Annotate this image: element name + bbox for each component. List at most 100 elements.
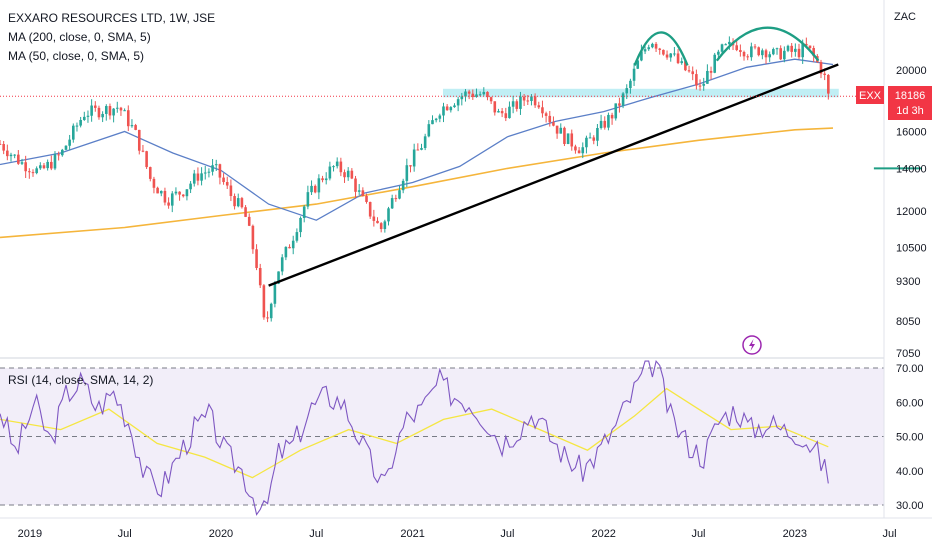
candle-body: [585, 137, 588, 148]
candle-24: [86, 110, 90, 123]
candle-body: [420, 148, 423, 150]
ma200-legend[interactable]: MA (200, close, 0, SMA, 5): [8, 30, 151, 44]
rsi-tick-4: 30.00: [896, 500, 924, 512]
ma50-legend[interactable]: MA (50, close, 0, SMA, 5): [8, 49, 144, 63]
candle-90: [328, 161, 332, 181]
rsi-legend[interactable]: RSI (14, close, SMA, 14, 2): [8, 373, 153, 387]
candle-134: [489, 96, 493, 105]
candle-body: [486, 91, 489, 98]
candle-180: [658, 47, 662, 55]
rsi-axis[interactable]: 70.00 60.00 50.00 40.00 30.00: [896, 363, 924, 512]
candle-166: [607, 112, 610, 131]
candle-body: [2, 144, 5, 151]
candle-body: [258, 268, 262, 286]
time-tick-1: Jul: [118, 528, 132, 540]
candle-body: [379, 223, 383, 230]
candle-body: [79, 119, 82, 126]
candle-body: [786, 45, 790, 51]
candle-162: [592, 135, 596, 145]
candle-35: [126, 105, 130, 132]
candle-191: [698, 79, 702, 91]
candle-84: [306, 185, 310, 210]
rsi-series[interactable]: [0, 360, 829, 516]
candle-body: [676, 53, 680, 64]
candle-body: [214, 164, 218, 166]
candle-170: [621, 91, 625, 109]
candle-74: [269, 302, 273, 322]
candle-66: [240, 196, 244, 209]
candle-body: [255, 249, 258, 269]
candle-body: [588, 137, 592, 139]
price-tick-5: 9300: [896, 276, 920, 288]
candle-169: [618, 97, 621, 113]
candle-body: [596, 128, 599, 141]
candle-body: [141, 150, 145, 152]
candle-body: [20, 162, 24, 164]
candle-17: [61, 148, 64, 157]
candle-body: [368, 201, 372, 217]
candle-body: [185, 189, 189, 197]
candle-body: [537, 105, 541, 108]
candle-132: [482, 87, 486, 96]
candle-body: [0, 143, 2, 145]
candle-body: [812, 48, 815, 57]
candle-86: [313, 184, 317, 194]
candle-113: [412, 143, 416, 172]
candle-body: [354, 178, 357, 192]
trendline: [268, 63, 839, 287]
price-tick-3: 12000: [896, 206, 927, 218]
candle-body: [130, 125, 134, 127]
lightning-icon[interactable]: [742, 335, 762, 355]
candle-body: [266, 317, 269, 319]
candle-171: [625, 84, 629, 100]
candle-body: [790, 45, 793, 52]
price-tick-1: 16000: [896, 127, 927, 139]
candle-188: [687, 65, 691, 73]
candle-body: [339, 161, 343, 173]
chart-title[interactable]: EXXARO RESOURCES LTD, 1W, JSE: [8, 11, 215, 25]
candle-body: [39, 165, 42, 169]
candle-122: [445, 104, 449, 111]
candle-8: [28, 168, 31, 179]
rsi-path: [0, 360, 829, 516]
candle-156: [570, 129, 574, 151]
candle-108: [394, 194, 398, 202]
candle-body: [148, 167, 152, 179]
candle-34: [123, 108, 126, 112]
candle-57: [207, 168, 211, 178]
candle-body: [247, 216, 251, 226]
candle-177: [647, 44, 651, 51]
candle-47: [170, 191, 174, 213]
time-axis[interactable]: 2019 Jul 2020 Jul 2021 Jul 2022 Jul 2023 Jul: [18, 528, 897, 540]
candle-body: [280, 257, 284, 272]
price-axis[interactable]: 20000 16000 14000 12000 10500 9300 8050 7050: [896, 65, 927, 360]
candle-176: [643, 46, 647, 55]
candle-147: [537, 101, 541, 109]
candle-192: [702, 77, 706, 91]
rsi-tick-0: 70.00: [896, 363, 924, 375]
drawings[interactable]: [268, 26, 923, 287]
candle-body: [269, 303, 273, 319]
candle-body: [416, 149, 420, 151]
candle-body: [178, 191, 181, 195]
time-tick-8: 2023: [783, 528, 807, 540]
candle-body: [775, 48, 779, 50]
candle-body: [768, 54, 771, 58]
candle-body: [137, 129, 141, 151]
time-tick-2: 2020: [209, 528, 233, 540]
candle-43: [156, 186, 159, 194]
candle-body: [808, 45, 812, 49]
resistance-zone[interactable]: [442, 88, 839, 98]
candle-body: [401, 180, 405, 191]
ma200-line[interactable]: [0, 127, 834, 239]
candle-body: [577, 150, 581, 154]
candle-204: [746, 54, 749, 61]
candle-body: [200, 173, 203, 181]
candle-56: [203, 165, 207, 180]
candle-body: [211, 165, 214, 172]
candle-146: [533, 93, 537, 108]
candle-body: [112, 108, 115, 116]
candle-32: [115, 101, 119, 113]
rsi-tick-2: 50.00: [896, 432, 924, 444]
